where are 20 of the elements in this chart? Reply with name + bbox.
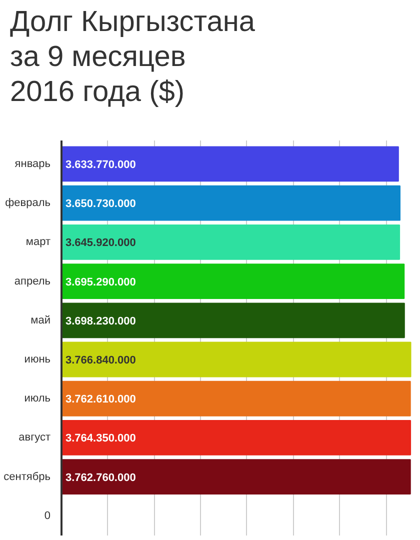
data-label: 3.695.290.000	[66, 276, 136, 288]
data-label: 3.633.770.000	[66, 158, 136, 171]
y-tick-label: 0	[44, 510, 51, 522]
y-tick-label: июль	[24, 392, 51, 405]
chart-title: Долг Кыргызстана за 9 месяцев 2016 года ($)	[10, 5, 255, 110]
data-label: 3.645.920.000	[66, 237, 136, 250]
y-tick-label: январь	[14, 158, 51, 170]
y-tick-label: май	[30, 314, 51, 326]
y-tick-label: февраль	[5, 197, 51, 210]
y-tick-label: сентябрь	[4, 470, 51, 483]
data-label: 3.764.350.000	[66, 432, 136, 445]
data-label: 3.766.840.000	[66, 354, 136, 367]
y-tick-label: июнь	[24, 354, 51, 366]
y-tick-label: август	[18, 432, 50, 444]
y-tick-label: апрель	[14, 275, 51, 288]
y-tick-label: март	[26, 236, 51, 248]
data-label: 3.762.760.000	[66, 472, 136, 484]
data-label: 3.698.230.000	[66, 315, 136, 328]
data-label: 3.762.610.000	[66, 394, 136, 406]
data-label: 3.650.730.000	[66, 198, 136, 210]
